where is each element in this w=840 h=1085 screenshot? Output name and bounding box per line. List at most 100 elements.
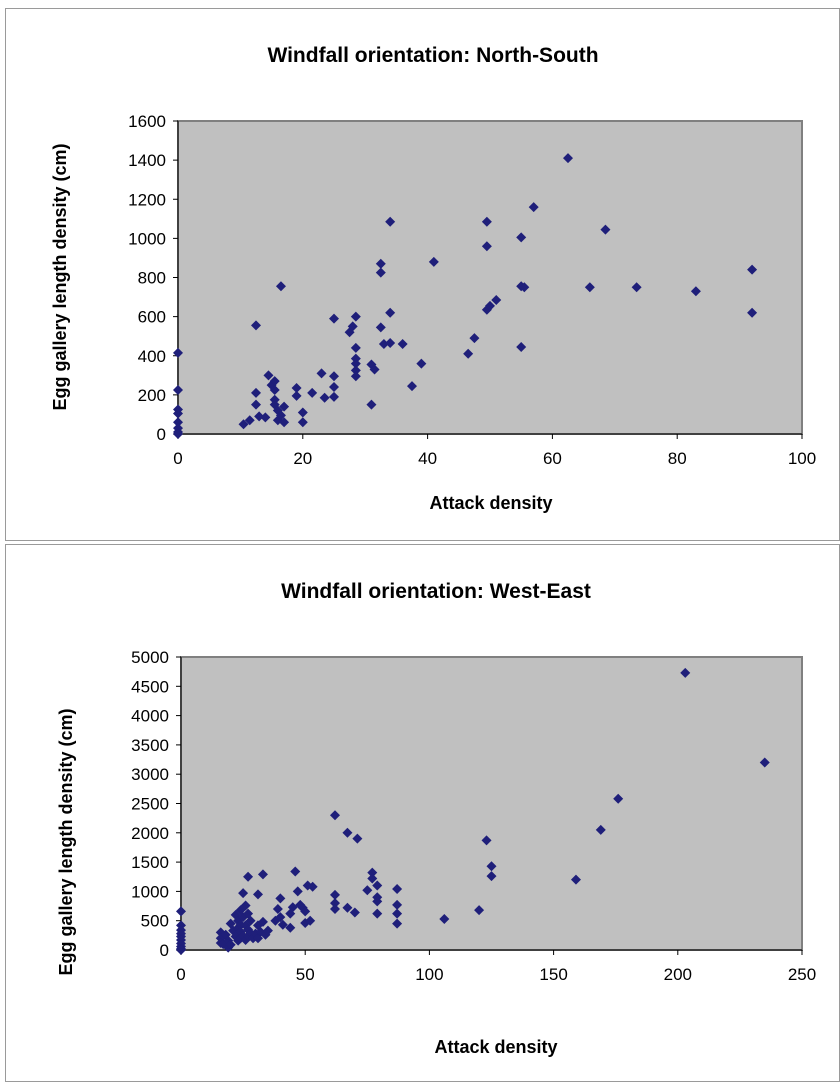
data-point bbox=[277, 919, 288, 930]
y-tick-label: 500 bbox=[141, 912, 169, 931]
data-point bbox=[292, 886, 303, 897]
data-point bbox=[481, 241, 492, 252]
y-tick-label: 800 bbox=[138, 269, 166, 288]
data-point bbox=[680, 667, 691, 678]
data-point bbox=[269, 384, 280, 395]
scatter-chart-north-south: Windfall orientation: North-South Attack… bbox=[50, 44, 816, 513]
chart-panel-west-east: Windfall orientation: West-East Attack d… bbox=[5, 544, 840, 1082]
x-tick-label: 150 bbox=[539, 965, 567, 984]
data-point bbox=[350, 311, 361, 322]
y-tick-label: 1600 bbox=[128, 112, 166, 131]
data-point bbox=[269, 376, 280, 387]
data-point bbox=[397, 339, 408, 350]
data-point bbox=[173, 384, 183, 395]
data-point bbox=[257, 916, 268, 927]
data-point bbox=[176, 945, 186, 955]
data-point bbox=[469, 333, 480, 344]
x-tick-label: 60 bbox=[543, 449, 562, 468]
y-tick-label: 0 bbox=[157, 425, 166, 444]
data-point bbox=[220, 929, 231, 940]
data-point bbox=[225, 939, 236, 950]
data-point bbox=[342, 902, 353, 913]
x-tick-label: 0 bbox=[173, 449, 182, 468]
data-point bbox=[369, 364, 380, 375]
data-point bbox=[240, 935, 251, 946]
data-point bbox=[385, 338, 396, 349]
data-point bbox=[491, 294, 502, 305]
data-point bbox=[342, 827, 353, 838]
data-point bbox=[519, 282, 530, 293]
data-point bbox=[330, 889, 341, 900]
data-point bbox=[372, 880, 383, 891]
data-point bbox=[285, 922, 296, 933]
data-point bbox=[366, 399, 377, 410]
data-point bbox=[481, 216, 492, 227]
data-point bbox=[173, 347, 183, 358]
data-point bbox=[307, 387, 318, 398]
data-point bbox=[481, 835, 492, 846]
data-point bbox=[378, 339, 389, 350]
data-point bbox=[367, 867, 378, 878]
data-point bbox=[272, 903, 283, 914]
data-point bbox=[263, 370, 274, 381]
data-point bbox=[297, 417, 308, 428]
data-point bbox=[287, 902, 298, 913]
data-point bbox=[329, 391, 339, 402]
data-point bbox=[260, 412, 271, 423]
data-point bbox=[238, 930, 249, 941]
y-tick-label: 400 bbox=[138, 347, 166, 366]
data-point bbox=[279, 401, 290, 412]
y-tick-label: 5000 bbox=[131, 648, 169, 667]
data-point bbox=[392, 884, 403, 895]
y-tick-label: 600 bbox=[138, 308, 166, 327]
data-point bbox=[300, 906, 311, 917]
data-point bbox=[240, 900, 251, 911]
data-point bbox=[297, 407, 308, 418]
data-point bbox=[215, 927, 226, 938]
data-point bbox=[275, 281, 286, 292]
data-point bbox=[223, 935, 234, 946]
data-point bbox=[319, 392, 330, 403]
data-point bbox=[367, 873, 378, 884]
data-point bbox=[385, 307, 396, 318]
y-tick-label: 1200 bbox=[128, 190, 166, 209]
plot-area bbox=[180, 656, 803, 951]
data-point bbox=[595, 824, 606, 835]
y-axis-title: Egg gallery length density (cm) bbox=[56, 708, 76, 975]
data-point bbox=[474, 905, 485, 916]
data-point bbox=[584, 282, 595, 293]
data-point bbox=[330, 898, 341, 909]
y-tick-label: 2500 bbox=[131, 795, 169, 814]
data-point bbox=[254, 411, 265, 422]
data-point bbox=[279, 417, 290, 428]
data-point bbox=[747, 264, 758, 275]
data-point bbox=[528, 202, 539, 213]
data-point bbox=[631, 282, 642, 293]
data-point bbox=[690, 286, 701, 297]
data-point bbox=[302, 880, 313, 891]
plot-area bbox=[177, 120, 803, 435]
data-point bbox=[329, 382, 339, 393]
y-tick-label: 1000 bbox=[131, 882, 169, 901]
scatter-chart-west-east: Windfall orientation: West-East Attack d… bbox=[56, 580, 816, 1057]
data-point bbox=[349, 907, 360, 918]
x-tick-label: 100 bbox=[415, 965, 443, 984]
data-point bbox=[463, 348, 474, 359]
chart-title: Windfall orientation: West-East bbox=[281, 580, 591, 603]
data-point bbox=[392, 908, 403, 919]
y-tick-label: 1500 bbox=[131, 853, 169, 872]
data-point bbox=[375, 258, 386, 269]
x-tick-label: 100 bbox=[788, 449, 816, 468]
data-point bbox=[285, 908, 296, 919]
data-point bbox=[316, 368, 327, 379]
x-tick-label: 200 bbox=[664, 965, 692, 984]
x-tick-label: 40 bbox=[418, 449, 437, 468]
data-point bbox=[485, 300, 495, 311]
data-point bbox=[291, 383, 302, 394]
y-tick-label: 3000 bbox=[131, 765, 169, 784]
data-point bbox=[173, 417, 183, 428]
data-point bbox=[329, 371, 339, 382]
data-point bbox=[347, 321, 358, 332]
data-point bbox=[392, 899, 403, 910]
y-axis-title: Egg gallery length density (cm) bbox=[50, 143, 70, 410]
